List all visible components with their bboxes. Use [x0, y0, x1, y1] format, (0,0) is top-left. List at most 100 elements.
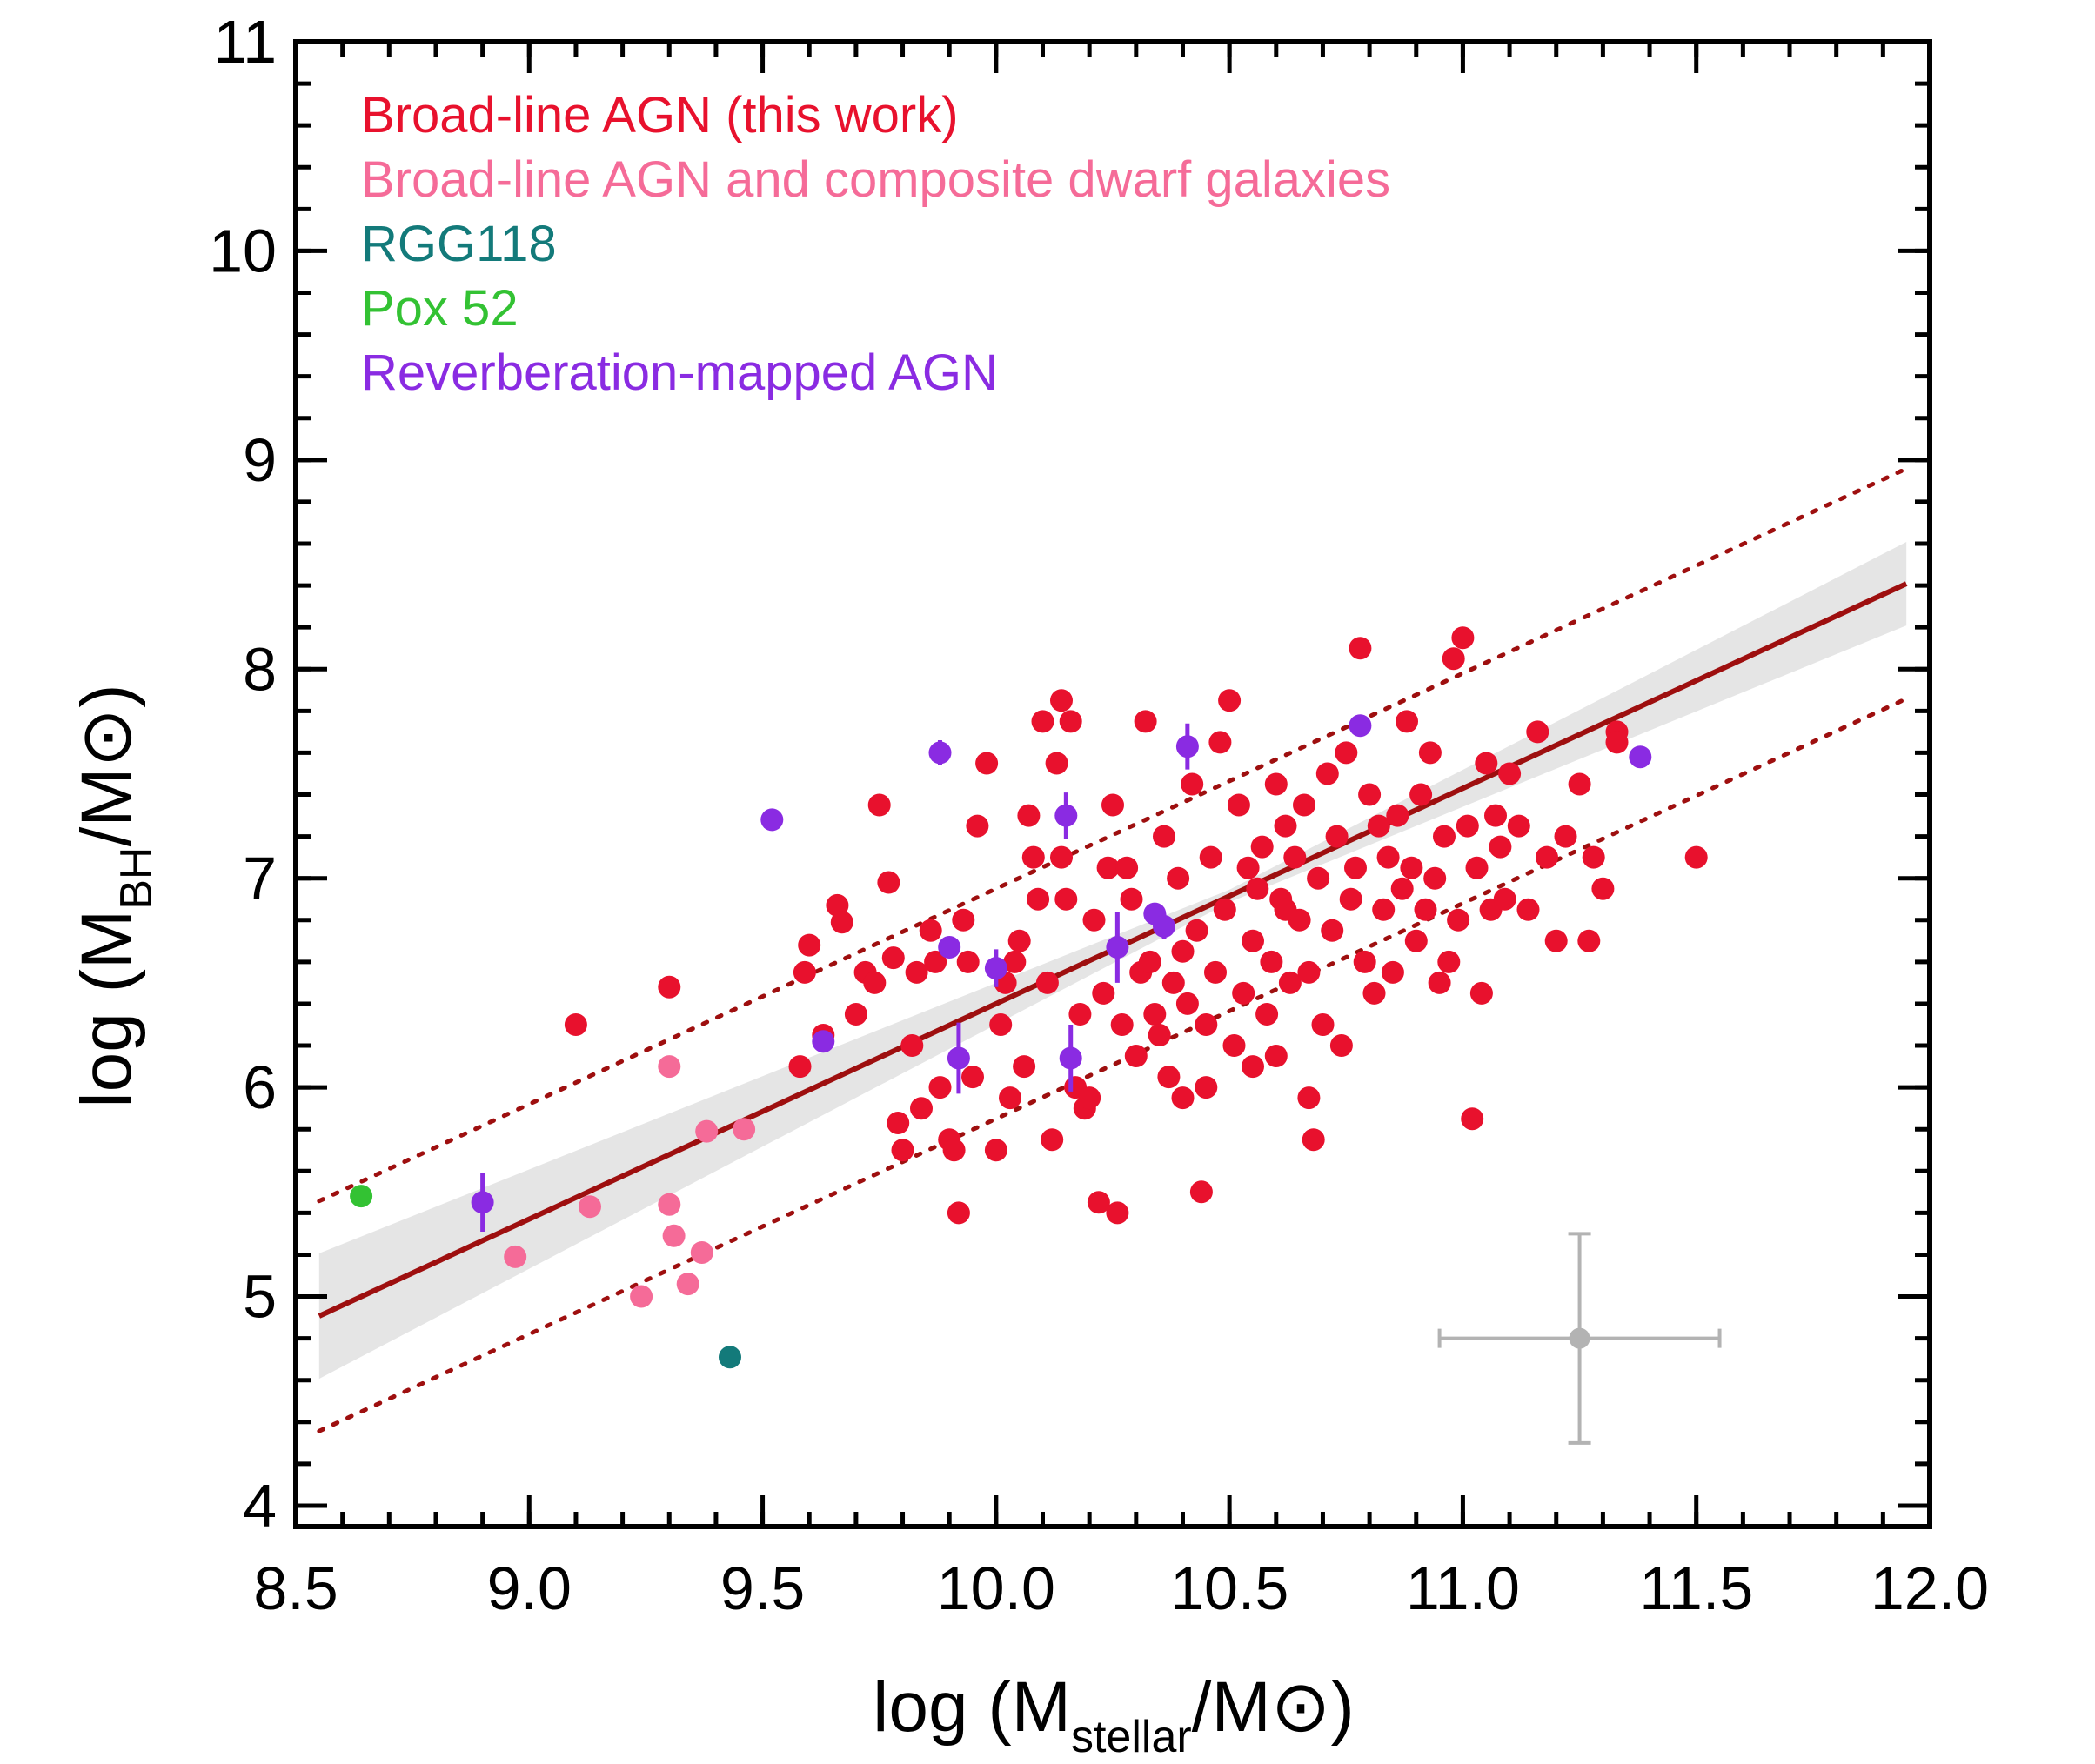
data-point	[733, 1118, 756, 1141]
data-point	[1153, 915, 1175, 938]
data-point	[1017, 804, 1041, 827]
data-point	[910, 1097, 933, 1120]
data-point	[1110, 1013, 1134, 1036]
data-point	[975, 752, 999, 775]
data-point	[1437, 950, 1461, 973]
legend-entry-composite: Broad-line AGN and composite dwarf galax…	[361, 151, 1390, 208]
data-point	[1339, 887, 1362, 911]
fit-confidence-band	[318, 542, 1907, 1380]
data-point	[1148, 1024, 1171, 1046]
data-point	[947, 1201, 970, 1225]
data-point	[867, 793, 891, 817]
data-point	[1307, 866, 1330, 890]
data-point	[658, 1055, 681, 1079]
data-point	[1536, 845, 1558, 869]
data-point	[1582, 845, 1605, 869]
data-point	[1554, 825, 1577, 848]
data-point	[1143, 1003, 1167, 1026]
data-point	[1195, 1076, 1218, 1099]
data-point	[877, 871, 900, 894]
data-points-layer	[350, 626, 1708, 1369]
series-broad	[564, 626, 1708, 1225]
data-point	[1396, 710, 1418, 733]
data-point	[1195, 1013, 1218, 1036]
y-tick-label: 7	[243, 845, 277, 912]
data-point	[1082, 908, 1106, 932]
data-point	[1003, 950, 1027, 973]
data-point	[919, 919, 942, 942]
data-point	[928, 741, 952, 765]
data-point	[1054, 804, 1078, 827]
data-point	[676, 1273, 699, 1296]
data-point	[1442, 647, 1465, 671]
data-point	[1101, 793, 1124, 817]
data-point	[1264, 772, 1288, 796]
data-point	[1684, 845, 1708, 869]
data-point	[1274, 898, 1297, 921]
data-point	[1031, 710, 1054, 733]
data-point	[1315, 762, 1339, 785]
data-point	[1007, 929, 1031, 952]
data-point	[1386, 804, 1409, 827]
data-point	[1250, 835, 1274, 859]
data-point	[690, 1241, 713, 1264]
data-point	[1293, 793, 1315, 817]
data-point	[1218, 689, 1242, 712]
data-point	[1027, 887, 1050, 911]
data-point	[1591, 877, 1615, 900]
typical-error-point	[1569, 1327, 1590, 1349]
data-point	[1376, 845, 1400, 869]
data-point	[938, 936, 961, 959]
series-pox	[350, 1185, 373, 1208]
y-tick-label: 6	[243, 1053, 277, 1121]
data-point	[1106, 1201, 1129, 1225]
data-point	[956, 950, 980, 973]
data-point	[966, 814, 989, 838]
data-point	[662, 1224, 686, 1247]
data-point	[1185, 919, 1208, 942]
data-point	[1349, 714, 1372, 738]
data-point	[350, 1185, 373, 1208]
data-point	[1404, 929, 1428, 952]
data-point	[793, 960, 816, 984]
data-point	[1475, 752, 1498, 775]
x-tick-label: 9.5	[720, 1554, 805, 1622]
legend-entry-rm: Reverberation-mapped AGN	[361, 344, 998, 401]
data-point	[471, 1191, 494, 1214]
data-point	[1469, 981, 1493, 1005]
data-point	[1274, 814, 1297, 838]
data-point	[942, 1139, 966, 1162]
x-tick-label: 10.0	[937, 1554, 1055, 1622]
data-point	[504, 1245, 527, 1268]
data-point	[1078, 1086, 1101, 1110]
data-point	[1568, 772, 1591, 796]
data-point	[1171, 1086, 1195, 1110]
x-tick-labels: 8.5 9.0 9.5 10.0 10.5 11.0 11.5 12.0	[253, 1554, 1989, 1622]
data-point	[863, 971, 887, 994]
data-point	[961, 1066, 984, 1089]
data-point	[1428, 971, 1451, 994]
data-point	[1236, 856, 1260, 879]
data-point	[1138, 950, 1161, 973]
data-point	[564, 1013, 587, 1036]
y-tick-label: 8	[243, 635, 277, 703]
data-point	[1120, 887, 1143, 911]
data-point	[989, 1013, 1013, 1036]
data-point	[1278, 971, 1302, 994]
x-tick-label: 11.0	[1406, 1554, 1520, 1622]
data-point	[1414, 898, 1437, 921]
data-point	[1035, 971, 1059, 994]
data-point	[1181, 772, 1204, 796]
data-point	[1115, 856, 1139, 879]
data-point	[1283, 845, 1307, 869]
data-point	[1367, 814, 1390, 838]
data-point	[1456, 814, 1479, 838]
data-point	[1381, 960, 1404, 984]
y-tick-label: 5	[243, 1263, 277, 1331]
data-point	[1059, 1046, 1082, 1070]
data-point	[1246, 877, 1269, 900]
data-point	[1175, 992, 1199, 1015]
data-point	[1344, 856, 1367, 879]
data-point	[1423, 866, 1447, 890]
